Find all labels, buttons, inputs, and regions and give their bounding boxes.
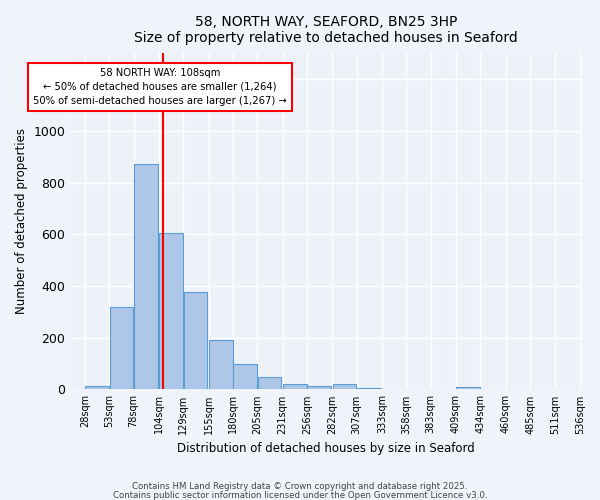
Bar bbox=[184, 292, 208, 390]
Bar bbox=[159, 233, 183, 390]
Bar bbox=[233, 364, 257, 390]
Bar bbox=[257, 377, 281, 390]
Text: Contains public sector information licensed under the Open Government Licence v3: Contains public sector information licen… bbox=[113, 491, 487, 500]
Bar bbox=[332, 384, 356, 390]
X-axis label: Distribution of detached houses by size in Seaford: Distribution of detached houses by size … bbox=[178, 442, 475, 455]
Bar bbox=[110, 306, 133, 390]
Text: 58 NORTH WAY: 108sqm
← 50% of detached houses are smaller (1,264)
50% of semi-de: 58 NORTH WAY: 108sqm ← 50% of detached h… bbox=[33, 68, 287, 106]
Bar bbox=[357, 388, 381, 390]
Y-axis label: Number of detached properties: Number of detached properties bbox=[15, 128, 28, 314]
Bar bbox=[134, 164, 158, 390]
Bar bbox=[85, 386, 109, 390]
Bar bbox=[307, 386, 331, 390]
Bar bbox=[209, 340, 233, 390]
Bar bbox=[457, 387, 480, 390]
Bar bbox=[283, 384, 307, 390]
Text: Contains HM Land Registry data © Crown copyright and database right 2025.: Contains HM Land Registry data © Crown c… bbox=[132, 482, 468, 491]
Title: 58, NORTH WAY, SEAFORD, BN25 3HP
Size of property relative to detached houses in: 58, NORTH WAY, SEAFORD, BN25 3HP Size of… bbox=[134, 15, 518, 45]
